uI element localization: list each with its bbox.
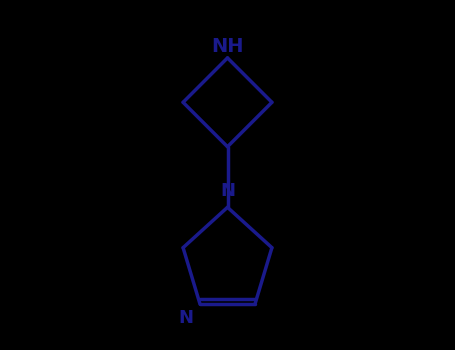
- Text: N: N: [220, 182, 235, 200]
- Text: N: N: [178, 309, 193, 327]
- Text: NH: NH: [211, 37, 244, 56]
